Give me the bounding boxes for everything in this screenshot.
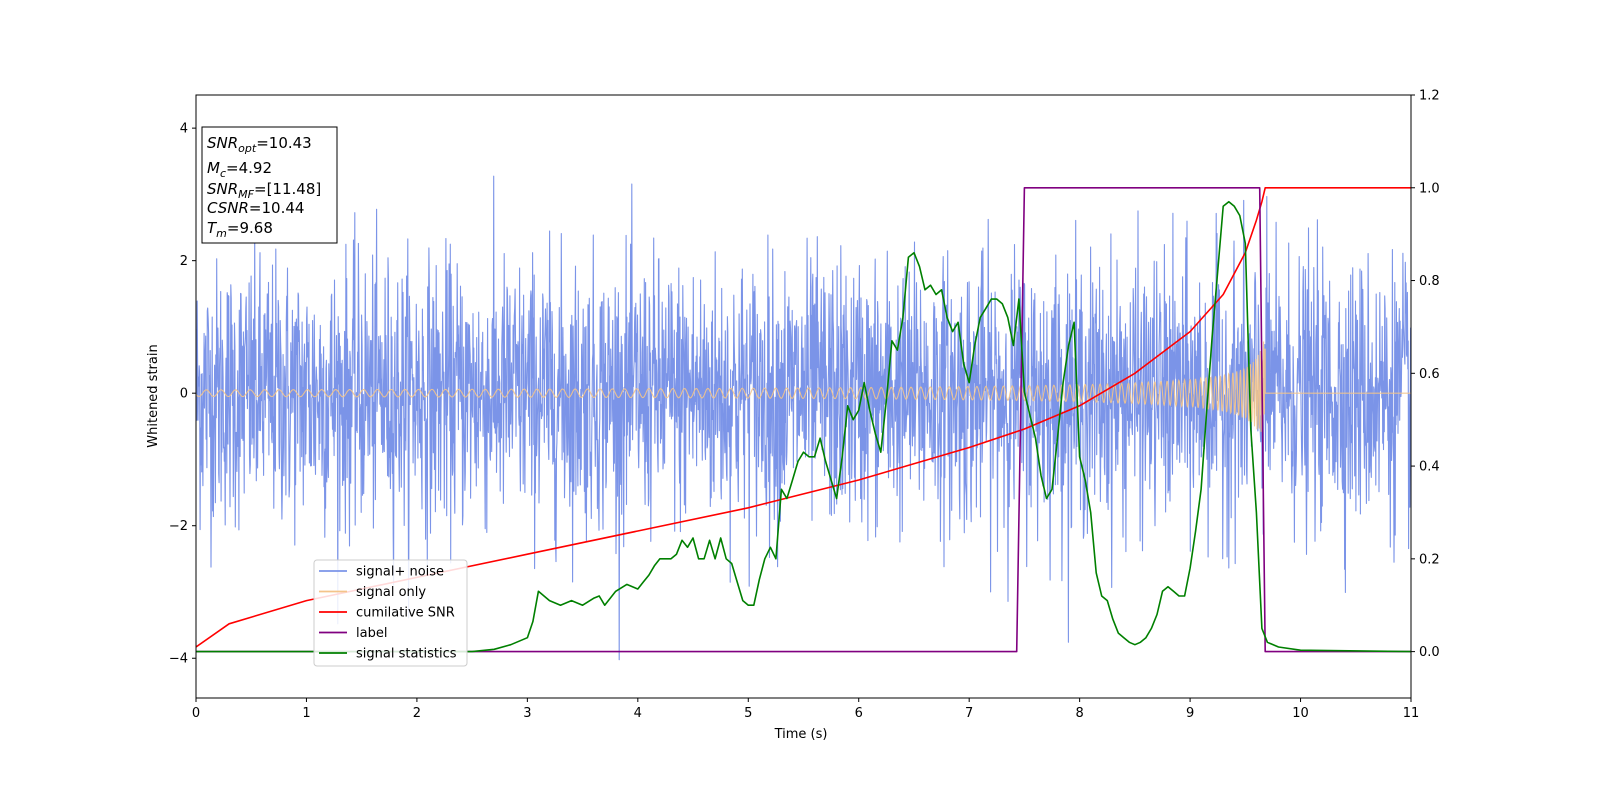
legend-label: signal statistics [356,647,457,662]
plot-frame [195,94,1412,699]
y2-tick-label: 0.2 [1419,552,1440,567]
series-label [196,187,1411,653]
y2-tick-label: 0.0 [1419,645,1440,660]
y2-tick-label: 1.2 [1419,89,1440,104]
series-signal-statistics [196,200,1411,653]
x-tick-label: 4 [634,706,642,721]
x-tick-label: 0 [192,706,200,721]
x-tick-label: 11 [1403,706,1420,721]
y-tick-label: 2 [180,254,188,269]
annotation-line: Mc=4.92 [207,159,272,180]
y-axis-right: 0.0 0.2 0.4 0.6 0.8 1.0 1.2 [1411,89,1440,660]
x-tick-label: 7 [965,706,973,721]
x-tick-label: 2 [413,706,421,721]
series-signal-only [196,341,1411,433]
y-axis-left: −4 −2 0 2 4 [169,122,196,667]
legend-label: cumilative SNR [356,606,455,621]
x-tick-label: 3 [523,706,531,721]
y-tick-label: −2 [169,519,188,534]
y-tick-label: 4 [180,122,188,137]
legend-label: signal+ noise [356,565,444,580]
annotation-frame [201,126,338,244]
y-axis-label: Whitened strain [146,344,161,447]
y-tick-label: −4 [169,652,188,667]
annotation-line: SNRMF=[11.48] [207,180,321,201]
annotation-line: CSNR=10.44 [207,199,304,217]
x-tick-label: 10 [1292,706,1309,721]
annotation-line: SNRopt=10.43 [207,134,312,155]
x-tick-label: 9 [1186,706,1194,721]
x-tick-label: 5 [744,706,752,721]
y-tick-label: 0 [180,387,188,402]
annotation-line: Tm=9.68 [207,219,273,240]
legend-frame [313,559,468,667]
metrics-annotation-box: SNRopt=10.43 Mc=4.92SNRMF=[11.48]CSNR=10.… [201,126,338,244]
y2-tick-label: 0.6 [1419,367,1440,382]
x-tick-label: 6 [855,706,863,721]
x-axis-label: Time (s) [774,727,828,742]
y2-tick-label: 1.0 [1419,181,1440,196]
x-axis: 0 1 2 3 4 5 6 7 8 9 10 11 [192,698,1419,721]
y2-tick-label: 0.8 [1419,274,1440,289]
x-tick-label: 1 [302,706,310,721]
y2-tick-label: 0.4 [1419,460,1440,475]
x-tick-label: 8 [1075,706,1083,721]
legend-label: label [356,626,387,641]
legend: signal+ noise signal only cumilative SNR la… [313,559,468,667]
legend-label: signal only [356,585,426,600]
